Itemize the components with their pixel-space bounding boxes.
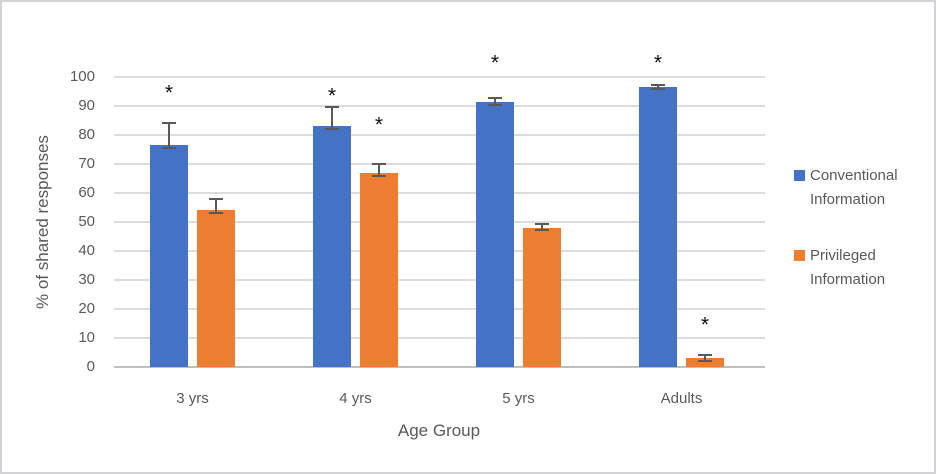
x-axis-title: Age Group xyxy=(397,421,481,440)
significance-asterisk: * xyxy=(490,51,500,75)
y-tick-label: 0 xyxy=(86,358,95,375)
error-bar-whisker xyxy=(704,355,706,361)
error-bar-whisker xyxy=(657,84,659,90)
y-tick-label: 20 xyxy=(78,300,95,317)
error-bar-cap xyxy=(488,103,502,106)
y-tick-label: 90 xyxy=(78,97,95,114)
bar-privileged-5yrs xyxy=(523,227,561,367)
error-bar-cap xyxy=(162,147,176,150)
gridline xyxy=(114,221,765,223)
significance-asterisk: * xyxy=(164,81,174,105)
error-bar-cap xyxy=(209,212,223,215)
gridline xyxy=(114,134,765,136)
gridline xyxy=(114,192,765,194)
y-tick-label: 50 xyxy=(78,213,95,230)
y-tick-label: 60 xyxy=(78,184,95,201)
y-tick-label: 70 xyxy=(78,155,95,172)
legend: Conventional Information Privileged Informa… xyxy=(792,2,932,472)
gridline xyxy=(114,105,765,107)
y-tick-label: 80 xyxy=(78,126,95,143)
legend-swatch-icon xyxy=(794,170,805,181)
error-bar-cap xyxy=(651,88,665,91)
error-bar-cap xyxy=(698,354,712,357)
error-bar-cap xyxy=(325,106,339,109)
category-label: 3 yrs xyxy=(176,390,209,407)
bar-conventional-Adults xyxy=(639,87,677,367)
error-bar-cap xyxy=(372,175,386,178)
error-bar-cap xyxy=(651,83,665,86)
y-tick-label: 40 xyxy=(78,242,95,259)
error-bar-cap xyxy=(372,162,386,165)
gridline xyxy=(114,308,765,310)
significance-asterisk: * xyxy=(374,113,384,137)
legend-swatch-icon xyxy=(794,250,805,261)
significance-asterisk: * xyxy=(700,313,710,337)
significance-asterisk: * xyxy=(653,51,663,75)
error-bar-cap xyxy=(535,229,549,232)
bar-conventional-5yrs xyxy=(476,101,514,367)
error-bar-cap xyxy=(698,359,712,362)
y-axis-title: % of shared responses xyxy=(33,135,52,309)
category-label: 5 yrs xyxy=(502,390,535,407)
error-bar-cap xyxy=(488,97,502,100)
bar-privileged-3yrs xyxy=(197,210,235,367)
error-bar-whisker xyxy=(215,198,217,214)
legend-entry-privileged: Privileged Information xyxy=(792,244,932,304)
y-tick-label: 10 xyxy=(78,329,95,346)
x-axis-line xyxy=(114,366,765,368)
error-bar-whisker xyxy=(494,98,496,105)
error-bar-cap xyxy=(209,197,223,200)
error-bar-whisker xyxy=(378,163,380,177)
bar-conventional-3yrs xyxy=(150,145,188,367)
error-bar-whisker xyxy=(168,123,170,149)
error-bar-whisker xyxy=(331,107,333,130)
gridline xyxy=(114,279,765,281)
gridline xyxy=(114,250,765,252)
y-tick-label: 100 xyxy=(69,68,95,85)
category-label: 4 yrs xyxy=(339,390,372,407)
error-bar-cap xyxy=(325,128,339,131)
legend-entry-conventional: Conventional Information xyxy=(792,164,932,224)
gridline xyxy=(114,163,765,165)
category-label: Adults xyxy=(660,390,703,407)
legend-label: Conventional Information xyxy=(810,167,898,208)
y-tick-label: 30 xyxy=(78,271,95,288)
error-bar-cap xyxy=(535,223,549,226)
bar-conventional-4yrs xyxy=(313,126,351,367)
significance-asterisk: * xyxy=(327,84,337,108)
error-bar-cap xyxy=(162,122,176,125)
gridline xyxy=(114,337,765,339)
bar-privileged-4yrs xyxy=(360,172,398,367)
error-bar-whisker xyxy=(541,224,543,231)
gridline xyxy=(114,76,765,78)
bar-privileged-Adults xyxy=(686,358,724,367)
legend-label: Privileged Information xyxy=(810,247,886,288)
